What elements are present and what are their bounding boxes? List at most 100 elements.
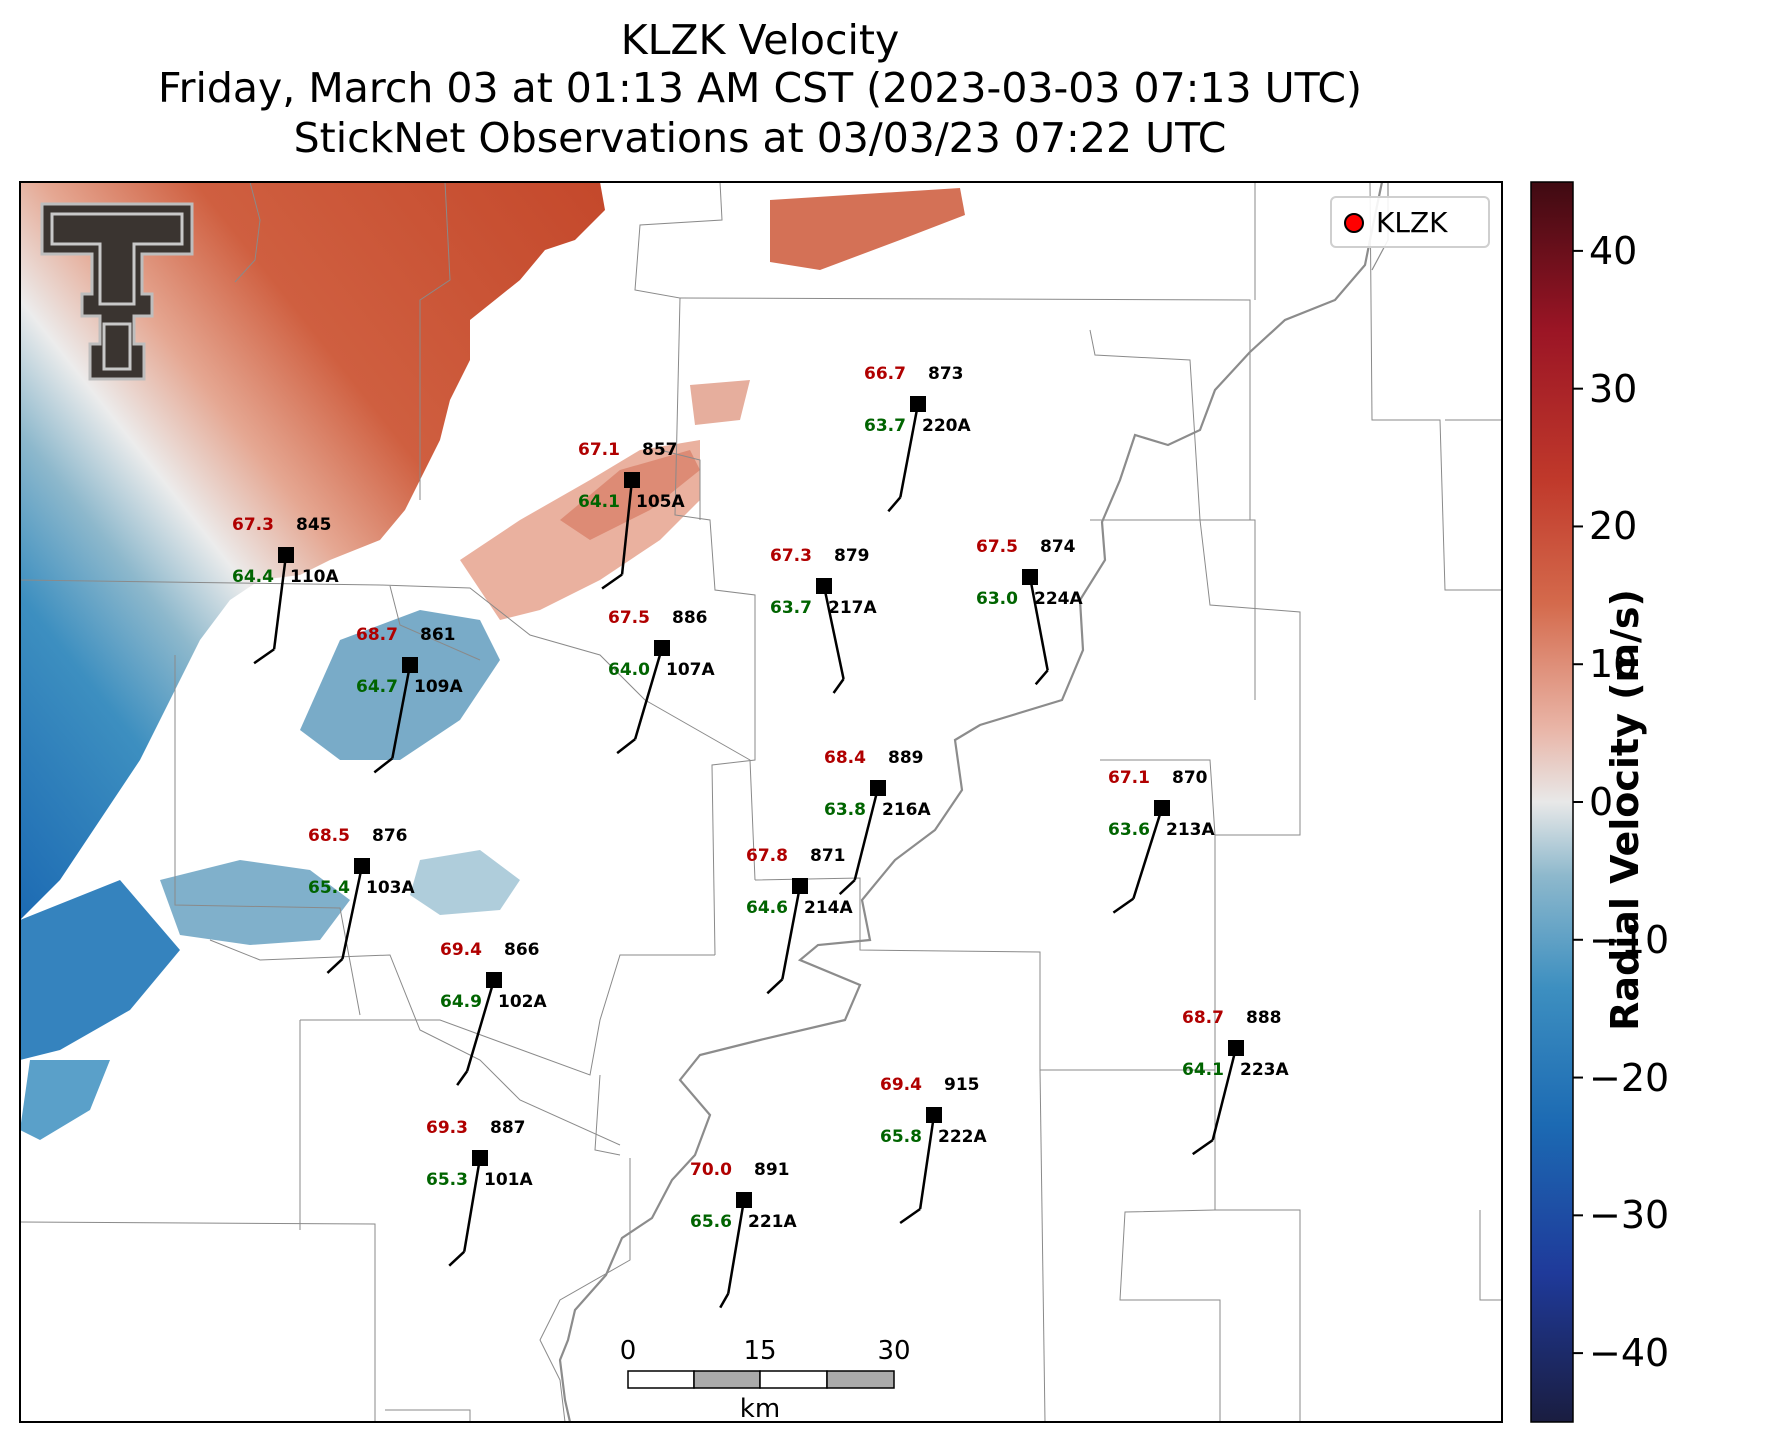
station-dewpoint: 64.9 bbox=[440, 992, 482, 1012]
scalebar-label-0: 0 bbox=[619, 1336, 637, 1366]
station-marker-224A[interactable] bbox=[1022, 569, 1038, 585]
wind-barb bbox=[822, 585, 845, 680]
station-dewpoint: 65.6 bbox=[690, 1212, 732, 1232]
station-temperature: 68.4 bbox=[824, 748, 866, 768]
map-frame bbox=[19, 181, 1503, 1423]
station-dewpoint: 65.3 bbox=[426, 1170, 468, 1190]
station-id: 102A bbox=[498, 992, 547, 1012]
colorbar-tick-label: 10 bbox=[1589, 642, 1638, 687]
station-temperature: 67.1 bbox=[578, 440, 620, 460]
station-id: 105A bbox=[636, 492, 685, 512]
radar-site-marker-icon bbox=[1344, 213, 1364, 233]
station-pressure: 879 bbox=[834, 546, 870, 566]
station-marker-217A[interactable] bbox=[816, 578, 832, 594]
station-marker-213A[interactable] bbox=[1154, 800, 1170, 816]
colorbar-tick-label: 30 bbox=[1589, 366, 1638, 411]
station-marker-107A[interactable] bbox=[654, 640, 670, 656]
wind-barb bbox=[620, 479, 634, 575]
station-id: 220A bbox=[922, 416, 971, 436]
scale-bar bbox=[627, 1370, 895, 1389]
station-marker-110A[interactable] bbox=[278, 547, 294, 563]
station-id: 110A bbox=[290, 567, 339, 587]
station-temperature: 68.7 bbox=[356, 625, 398, 645]
station-temperature: 67.5 bbox=[976, 537, 1018, 557]
colorbar-title: Radial Velocity (m/s) bbox=[1603, 589, 1647, 1031]
wind-barb bbox=[341, 865, 364, 960]
station-marker-101A[interactable] bbox=[472, 1150, 488, 1166]
station-id: 107A bbox=[666, 660, 715, 680]
wind-barb-flag bbox=[887, 496, 902, 513]
station-marker-103A[interactable] bbox=[354, 858, 370, 874]
texas-tech-double-t-logo bbox=[40, 202, 194, 381]
station-dewpoint: 65.8 bbox=[880, 1127, 922, 1147]
colorbar-tick-label: 40 bbox=[1589, 228, 1638, 273]
map-legend: KLZK bbox=[1330, 196, 1490, 248]
station-marker-222A[interactable] bbox=[926, 1107, 942, 1123]
station-pressure: 874 bbox=[1040, 537, 1076, 557]
station-dewpoint: 64.6 bbox=[746, 898, 788, 918]
station-dewpoint: 63.0 bbox=[976, 589, 1018, 609]
title-line-3: StickNet Observations at 03/03/23 07:22 … bbox=[293, 114, 1227, 162]
colorbar-tick-label: 20 bbox=[1589, 504, 1638, 549]
wind-barb-flag bbox=[1112, 897, 1135, 914]
wind-barb bbox=[853, 787, 880, 881]
station-id: 213A bbox=[1166, 820, 1215, 840]
wind-barb bbox=[633, 647, 664, 740]
scalebar-label-30: 30 bbox=[877, 1336, 911, 1366]
wind-barb bbox=[1028, 576, 1049, 671]
station-temperature: 67.8 bbox=[746, 846, 788, 866]
station-marker-223A[interactable] bbox=[1228, 1040, 1244, 1056]
wind-barb bbox=[462, 1157, 482, 1252]
wind-barb-flag bbox=[719, 1293, 730, 1309]
scalebar-unit: km bbox=[739, 1394, 781, 1424]
station-dewpoint: 63.7 bbox=[864, 416, 906, 436]
wind-barb bbox=[272, 554, 288, 650]
station-temperature: 67.5 bbox=[608, 608, 650, 628]
wind-barb-flag bbox=[326, 958, 344, 974]
station-temperature: 67.3 bbox=[232, 515, 274, 535]
station-marker-109A[interactable] bbox=[402, 657, 418, 673]
station-marker-102A[interactable] bbox=[486, 972, 502, 988]
velocity-field bbox=[20, 182, 965, 1140]
station-pressure: 889 bbox=[888, 748, 924, 768]
station-temperature: 68.7 bbox=[1182, 1008, 1224, 1028]
station-marker-105A[interactable] bbox=[624, 472, 640, 488]
station-id: 103A bbox=[366, 878, 415, 898]
station-pressure: 857 bbox=[642, 440, 678, 460]
station-id: 216A bbox=[882, 800, 931, 820]
station-temperature: 68.5 bbox=[308, 826, 350, 846]
station-dewpoint: 63.7 bbox=[770, 598, 812, 618]
station-dewpoint: 64.1 bbox=[1182, 1060, 1224, 1080]
station-temperature: 70.0 bbox=[690, 1160, 732, 1180]
wind-barb-flag bbox=[1034, 669, 1049, 686]
wind-barb-flag bbox=[1192, 1139, 1214, 1156]
colorbar bbox=[1530, 181, 1574, 1423]
station-temperature: 67.1 bbox=[1108, 768, 1150, 788]
station-marker-221A[interactable] bbox=[736, 1192, 752, 1208]
station-dewpoint: 64.1 bbox=[578, 492, 620, 512]
station-id: 223A bbox=[1240, 1060, 1289, 1080]
colorbar-tick-label: −30 bbox=[1589, 1193, 1670, 1238]
station-marker-220A[interactable] bbox=[910, 396, 926, 412]
station-dewpoint: 64.0 bbox=[608, 660, 650, 680]
station-temperature: 67.3 bbox=[770, 546, 812, 566]
legend-label: KLZK bbox=[1376, 206, 1448, 239]
station-temperature: 69.4 bbox=[440, 940, 482, 960]
county-boundaries bbox=[20, 182, 1502, 1422]
wind-barb bbox=[1132, 807, 1164, 899]
station-pressure: 861 bbox=[420, 625, 456, 645]
wind-barb-flag bbox=[766, 978, 784, 995]
station-marker-214A[interactable] bbox=[792, 878, 808, 894]
station-dewpoint: 65.4 bbox=[308, 878, 350, 898]
station-temperature: 69.4 bbox=[880, 1075, 922, 1095]
wind-barb bbox=[781, 885, 802, 980]
colorbar-tick-label: −20 bbox=[1589, 1055, 1670, 1100]
station-temperature: 66.7 bbox=[864, 364, 906, 384]
wind-barb-flag bbox=[373, 757, 394, 774]
station-marker-216A[interactable] bbox=[870, 780, 886, 796]
station-dewpoint: 64.4 bbox=[232, 567, 274, 587]
station-id: 224A bbox=[1034, 589, 1083, 609]
scalebar-label-15: 15 bbox=[743, 1336, 777, 1366]
station-pressure: 871 bbox=[810, 846, 846, 866]
